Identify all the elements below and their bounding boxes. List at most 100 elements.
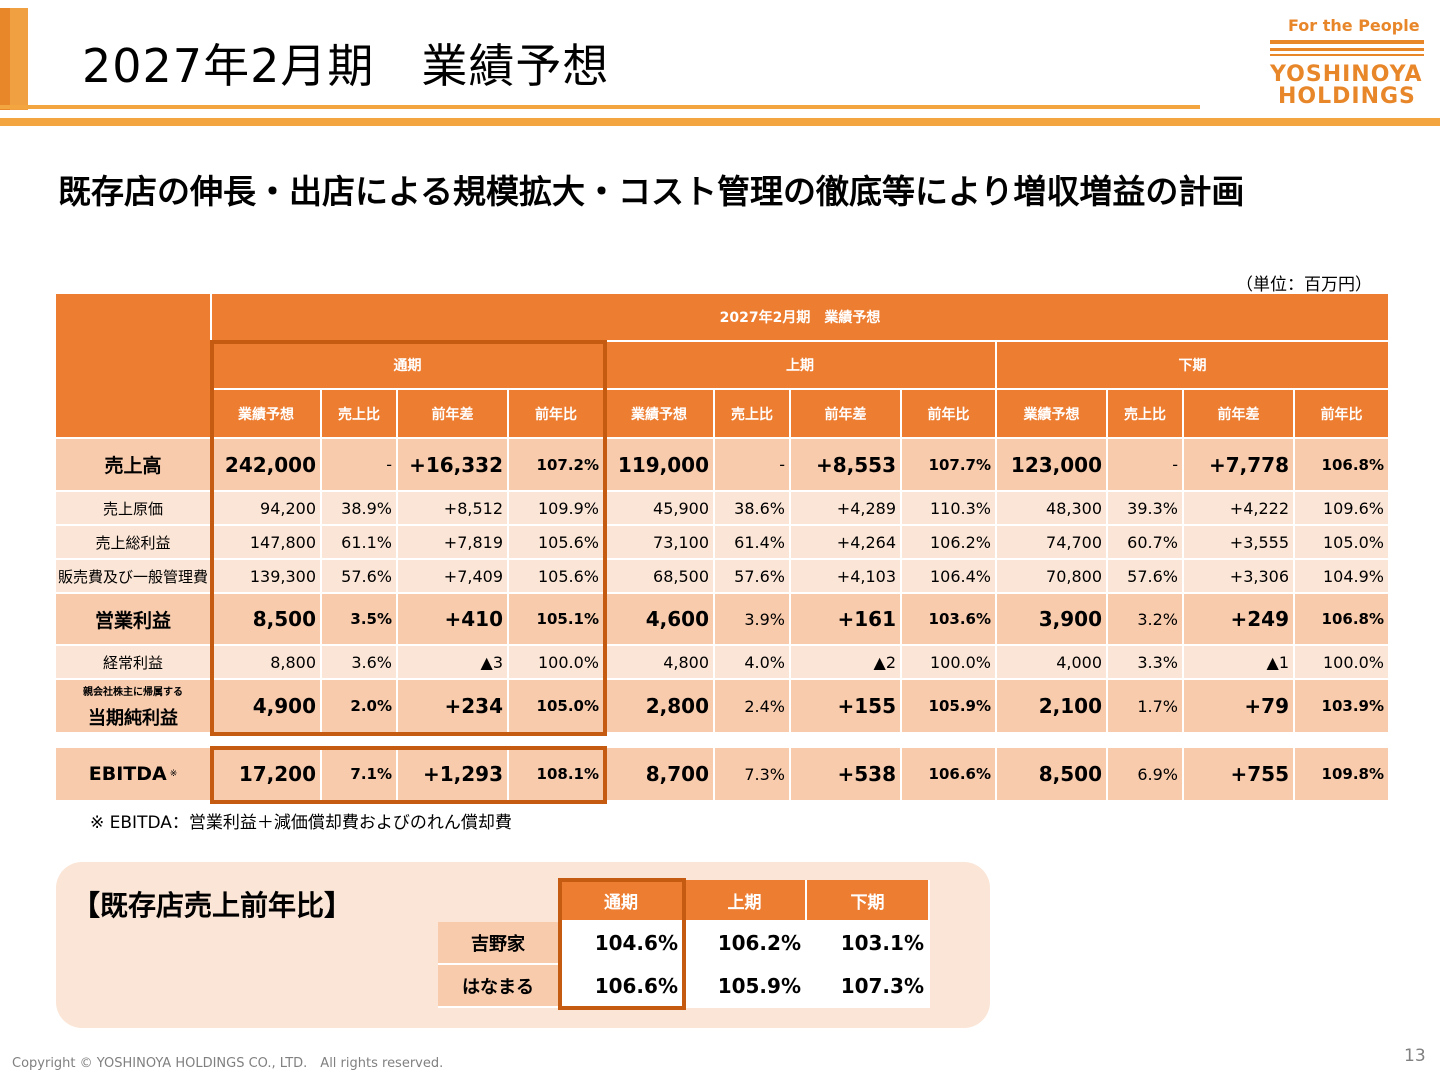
row-label: 販売費及び一般管理費 [56,560,212,594]
ebitda-cell: +755 [1184,748,1295,802]
row-label: 売上高 [56,439,212,492]
column-header: 業績予想 [212,390,322,439]
row-label: 営業利益 [56,594,212,646]
logo-stripe [1270,48,1424,51]
ebitda-cell: 17,200 [212,748,322,802]
table-cell: 139,300 [212,560,322,594]
ebitda-cell: 8,500 [997,748,1108,802]
copyright: Copyright © YOSHINOYA HOLDINGS CO., LTD.… [12,1056,444,1071]
table-cell: 73,100 [605,526,715,560]
full-year-highlight [210,340,607,736]
ebitda-cell: 6.9% [1108,748,1184,802]
table-cell: 103.6% [902,594,997,646]
column-header: 売上比 [322,390,398,439]
table-cell: 94,200 [212,492,322,526]
column-header: 売上比 [715,390,791,439]
table-cell: +410 [398,594,509,646]
table-cell: +249 [1184,594,1295,646]
title-accent-bar [0,8,28,110]
period-header: 通期 [212,342,605,390]
logo-stripe [1270,40,1424,44]
table-cell: 106.4% [902,560,997,594]
table-cell: 147,800 [212,526,322,560]
same-store-value: 105.9% [684,965,807,1008]
table-cell: 100.0% [902,646,997,680]
table-cell: 119,000 [605,439,715,492]
ebitda-footnote: ※ EBITDA：営業利益＋減価償却費およびのれん償却費 [90,813,512,833]
ebitda-text: EBITDA [88,763,167,785]
period-header: 下期 [997,342,1390,390]
ebitda-cell: 7.3% [715,748,791,802]
page-title: 2027年2月期 業績予想 [82,39,610,93]
table-cell: 104.9% [1295,560,1390,594]
same-store-full-year-highlight [558,878,686,1010]
table-cell: 109.9% [509,492,605,526]
same-store-table: 通期 上期 下期 吉野家 104.6% 106.2% 103.1% はなまる 106.6% 105… [438,878,930,1010]
table-cell: 3.3% [1108,646,1184,680]
ebitda-cell: 106.6% [902,748,997,802]
ebitda-cell: 8,700 [605,748,715,802]
table-cell: +4,222 [1184,492,1295,526]
table-cell: ▲3 [398,646,509,680]
table-cell: 2,100 [997,680,1108,734]
table-cell: 38.6% [715,492,791,526]
same-store-row-label: はなまる [438,965,560,1008]
slide-subtitle: 既存店の伸長・出店による規模拡大・コスト管理の徹底等により増収増益の計画 [58,172,1245,211]
column-header: 前年比 [1295,390,1390,439]
table-cell: +16,332 [398,439,509,492]
table-cell: +8,553 [791,439,902,492]
same-store-value: 104.6% [560,922,684,965]
row-label-prefix: 親会社株主に帰属する [83,686,183,698]
same-store-value: 106.2% [684,922,807,965]
table-cell: - [715,439,791,492]
header-divider [0,118,1440,126]
table-cell: 57.6% [322,560,398,594]
table-cell: +4,103 [791,560,902,594]
column-header: 前年比 [902,390,997,439]
table-cell: 57.6% [1108,560,1184,594]
table-cell: +155 [791,680,902,734]
table-cell: +4,264 [791,526,902,560]
column-header: 前年差 [791,390,902,439]
table-top-header: 2027年2月期 業績予想 [212,294,1390,342]
table-cell: +3,555 [1184,526,1295,560]
table-cell: 106.8% [1295,439,1390,492]
table-cell: 106.8% [1295,594,1390,646]
column-header: 売上比 [1108,390,1184,439]
ebitda-full-year-highlight [210,746,607,804]
table-cell: 103.9% [1295,680,1390,734]
table-cell: 1.7% [1108,680,1184,734]
table-cell: 106.2% [902,526,997,560]
table-cell: 2,800 [605,680,715,734]
table-cell: 70,800 [997,560,1108,594]
table-cell: 3.9% [715,594,791,646]
row-label-main: 当期純利益 [88,707,178,729]
table-cell: 4,800 [605,646,715,680]
table-cell: 8,500 [212,594,322,646]
table-cell: 110.3% [902,492,997,526]
logo-line1: YOSHINOYA [1270,62,1423,87]
table-cell: 39.3% [1108,492,1184,526]
column-header: 前年比 [509,390,605,439]
page-number: 13 [1404,1046,1426,1066]
table-cell: 3.6% [322,646,398,680]
table-cell: ▲1 [1184,646,1295,680]
table-cell: 3,900 [997,594,1108,646]
column-header: 業績予想 [997,390,1108,439]
title-underline [0,105,1200,109]
logo-line2: HOLDINGS [1278,84,1416,109]
unit-note: （単位：百万円） [1236,275,1372,295]
ebitda-note-mark: ※ [169,769,178,779]
table-cell: 2.0% [322,680,398,734]
table-cell: 123,000 [997,439,1108,492]
table-cell: 100.0% [1295,646,1390,680]
table-cell: 68,500 [605,560,715,594]
table-cell: 105.0% [1295,526,1390,560]
table-cell: +3,306 [1184,560,1295,594]
table-cell: - [322,439,398,492]
table-cell: 4,000 [997,646,1108,680]
table-cell: 105.6% [509,526,605,560]
table-cell: +161 [791,594,902,646]
table-cell: 105.1% [509,594,605,646]
table-cell: 242,000 [212,439,322,492]
